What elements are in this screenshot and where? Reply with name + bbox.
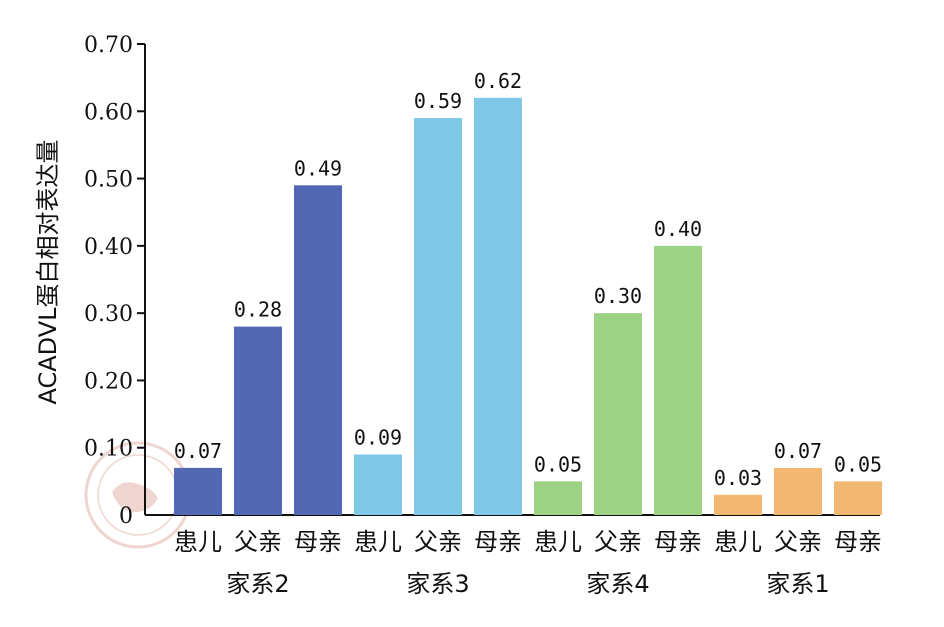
y-axis-label: ACADVL蛋白相对表达量 [34, 139, 62, 404]
data-label: 0.40 [654, 217, 702, 241]
bar [354, 454, 402, 515]
bar [234, 326, 282, 515]
category-label: 父亲 [594, 528, 642, 556]
category-label: 父亲 [774, 528, 822, 556]
category-label: 患儿 [534, 528, 582, 556]
category-label: 患儿 [174, 528, 222, 556]
y-tick-label: 0.50 [84, 168, 133, 193]
data-label: 0.30 [594, 284, 642, 308]
category-label: 母亲 [834, 528, 882, 556]
y-tick-label: 0.60 [84, 100, 133, 125]
category-label: 患儿 [714, 528, 762, 556]
y-tick-label: 0 [119, 504, 133, 529]
category-label: 母亲 [294, 528, 342, 556]
y-tick-label: 0.30 [84, 302, 133, 327]
bar [174, 467, 222, 515]
y-tick-label: 0.20 [84, 369, 133, 394]
value-labels: 0.07 0.28 0.49 0.09 0.59 0.62 0.05 0.30 0.40 0.03… [174, 69, 882, 490]
data-label: 0.07 [174, 439, 222, 463]
bar [654, 245, 702, 515]
category-label: 父亲 [414, 528, 462, 556]
y-tick-label: 0.40 [84, 235, 133, 260]
bar [714, 494, 762, 515]
y-tick-label: 0.70 [84, 33, 133, 58]
category-label: 患儿 [354, 528, 402, 556]
bar [594, 313, 642, 515]
data-label: 0.62 [474, 69, 522, 93]
category-label: 母亲 [654, 528, 702, 556]
data-label: 0.07 [774, 439, 822, 463]
group-label: 家系4 [586, 570, 649, 598]
bar [774, 467, 822, 515]
bar [474, 97, 522, 515]
data-label: 0.49 [294, 156, 342, 180]
bar [834, 481, 882, 515]
bar [414, 118, 462, 515]
category-label: 父亲 [234, 528, 282, 556]
bars [174, 97, 882, 516]
y-axis-ticks: 0 0.10 0.20 0.30 0.40 0.50 0.60 0.70 [84, 33, 145, 529]
category-label: 母亲 [474, 528, 522, 556]
group-label: 家系1 [766, 570, 829, 598]
data-label: 0.59 [414, 89, 462, 113]
data-label: 0.09 [354, 425, 402, 449]
data-label: 0.28 [234, 298, 282, 322]
data-label: 0.05 [534, 452, 582, 476]
data-label: 0.03 [714, 466, 762, 490]
group-label: 家系2 [226, 570, 289, 598]
y-tick-label: 0.10 [84, 437, 133, 462]
group-labels: 家系2 家系3 家系4 家系1 [226, 570, 829, 598]
group-label: 家系3 [406, 570, 469, 598]
bar [294, 185, 342, 516]
bar [534, 481, 582, 515]
category-labels: 患儿 父亲 母亲 患儿 父亲 母亲 患儿 父亲 母亲 患儿 父亲 母亲 [174, 528, 882, 556]
data-label: 0.05 [834, 452, 882, 476]
